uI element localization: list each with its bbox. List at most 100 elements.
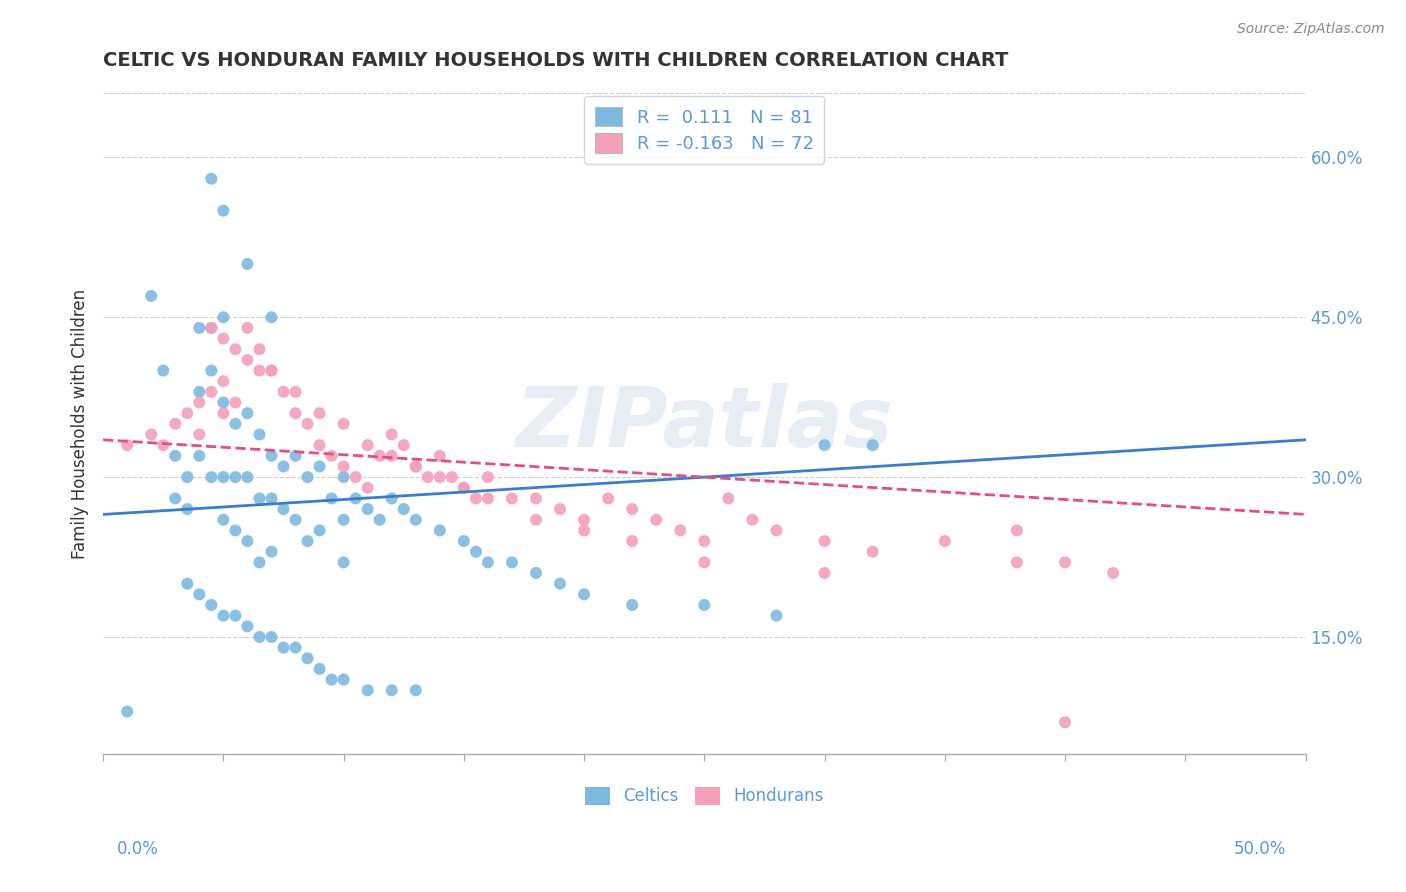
Point (765, 608, 787, 623)
Point (152, 438, 174, 452)
Point (405, 459, 427, 474)
Point (273, 459, 295, 474)
Point (141, 427, 163, 442)
Point (477, 470, 499, 484)
Point (236, 257, 259, 271)
Point (249, 555, 271, 569)
Point (260, 491, 283, 506)
Point (477, 555, 499, 569)
Point (1053, 715, 1076, 730)
Point (934, 534, 956, 549)
Point (260, 449, 283, 463)
Point (188, 427, 211, 442)
Legend: Celtics, Hondurans: Celtics, Hondurans (578, 780, 831, 812)
Point (260, 310, 283, 325)
Point (572, 524, 595, 538)
Point (212, 608, 235, 623)
Point (813, 534, 835, 549)
Point (1102, 566, 1125, 580)
Point (176, 502, 198, 516)
Point (405, 683, 427, 698)
Point (464, 491, 486, 506)
Point (236, 352, 259, 367)
Point (693, 555, 716, 569)
Point (212, 332, 235, 346)
Point (344, 470, 367, 484)
Point (297, 534, 319, 549)
Point (308, 406, 330, 420)
Point (236, 534, 259, 549)
Point (224, 417, 246, 431)
Point (440, 470, 463, 484)
Y-axis label: Family Households with Children: Family Households with Children (72, 289, 89, 559)
Point (321, 449, 343, 463)
Point (621, 502, 644, 516)
Text: 0.0%: 0.0% (117, 840, 159, 858)
Point (224, 395, 246, 409)
Point (332, 459, 354, 474)
Point (297, 651, 319, 665)
Point (236, 406, 259, 420)
Point (356, 683, 378, 698)
Point (212, 395, 235, 409)
Point (453, 481, 475, 495)
Point (260, 630, 283, 644)
Point (212, 203, 235, 218)
Point (188, 321, 211, 335)
Point (1005, 555, 1028, 569)
Point (598, 491, 620, 506)
Point (260, 363, 283, 377)
Point (165, 491, 187, 506)
Point (200, 171, 222, 186)
Point (501, 491, 523, 506)
Point (188, 587, 211, 601)
Point (332, 417, 354, 431)
Point (381, 491, 404, 506)
Point (405, 459, 427, 474)
Point (453, 534, 475, 549)
Point (212, 310, 235, 325)
Point (321, 673, 343, 687)
Point (548, 576, 571, 591)
Point (453, 481, 475, 495)
Point (200, 384, 222, 399)
Point (249, 630, 271, 644)
Point (356, 438, 378, 452)
Point (188, 395, 211, 409)
Point (741, 513, 763, 527)
Point (260, 363, 283, 377)
Point (356, 481, 378, 495)
Point (224, 470, 246, 484)
Point (297, 470, 319, 484)
Point (249, 491, 271, 506)
Point (645, 513, 668, 527)
Point (572, 513, 595, 527)
Point (165, 449, 187, 463)
Text: Source: ZipAtlas.com: Source: ZipAtlas.com (1237, 22, 1385, 37)
Point (477, 491, 499, 506)
Point (249, 343, 271, 357)
Point (284, 384, 307, 399)
Point (284, 449, 307, 463)
Point (115, 438, 138, 452)
Point (260, 545, 283, 559)
Point (332, 470, 354, 484)
Point (381, 683, 404, 698)
Point (284, 513, 307, 527)
Point (188, 449, 211, 463)
Point (224, 608, 246, 623)
Point (862, 545, 884, 559)
Point (862, 438, 884, 452)
Point (297, 417, 319, 431)
Point (165, 417, 187, 431)
Point (356, 502, 378, 516)
Point (308, 662, 330, 676)
Point (200, 321, 222, 335)
Point (332, 673, 354, 687)
Point (308, 438, 330, 452)
Point (405, 513, 427, 527)
Point (236, 321, 259, 335)
Point (212, 374, 235, 388)
Point (152, 363, 174, 377)
Point (321, 491, 343, 506)
